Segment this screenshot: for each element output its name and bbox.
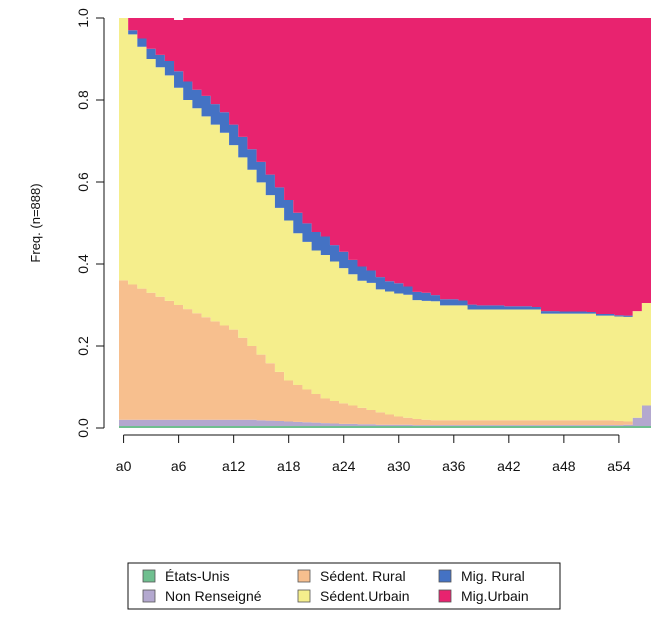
legend-swatch [142, 569, 156, 583]
y-tick-label: 0.4 [75, 254, 91, 274]
legend-label: Sédent. Rural [320, 568, 406, 584]
legend: États-Unis Sédent. Rural Mig. Rural Non Ren… [127, 562, 561, 610]
legend-swatch [438, 569, 452, 583]
legend-label: États-Unis [165, 568, 230, 584]
y-axis: 0.0 0.2 0.4 0.6 0.8 1.0 [75, 8, 105, 438]
area-sedent-rural [119, 280, 651, 426]
legend-label: Non Renseigné [165, 588, 262, 604]
y-tick-label: 0.8 [75, 90, 91, 110]
legend-swatch [297, 569, 311, 583]
x-tick-label: a24 [332, 458, 356, 474]
area-etats-unis [119, 425, 651, 428]
x-tick-label: a42 [497, 458, 521, 474]
y-tick-label: 0.6 [75, 172, 91, 192]
y-tick-label: 0.0 [75, 418, 91, 438]
legend-swatch [297, 589, 311, 603]
x-tick-label: a48 [552, 458, 576, 474]
legend-swatch [438, 589, 452, 603]
x-tick-label: a12 [222, 458, 246, 474]
x-tick-label: a6 [171, 458, 187, 474]
y-tick-label: 1.0 [75, 8, 91, 28]
x-axis: a0 a6 a12 a18 a24 a30 a36 a42 a48 a54 [116, 434, 631, 474]
area-mig-urbain [119, 18, 651, 316]
x-tick-label: a0 [116, 458, 132, 474]
y-axis-label: Freq. (n=888) [28, 183, 43, 262]
x-tick-label: a54 [607, 458, 631, 474]
series-areas [119, 18, 651, 428]
x-tick-label: a18 [277, 458, 301, 474]
legend-box [127, 562, 561, 610]
y-tick-label: 0.2 [75, 336, 91, 356]
legend-label: Mig. Rural [461, 568, 525, 584]
legend-label: Mig.Urbain [461, 588, 529, 604]
x-tick-label: a36 [442, 458, 466, 474]
x-tick-label: a30 [387, 458, 411, 474]
legend-swatch [142, 589, 156, 603]
area-non-renseigne [119, 405, 651, 426]
area-sedent-urbain [119, 18, 651, 422]
legend-label: Sédent.Urbain [320, 588, 410, 604]
